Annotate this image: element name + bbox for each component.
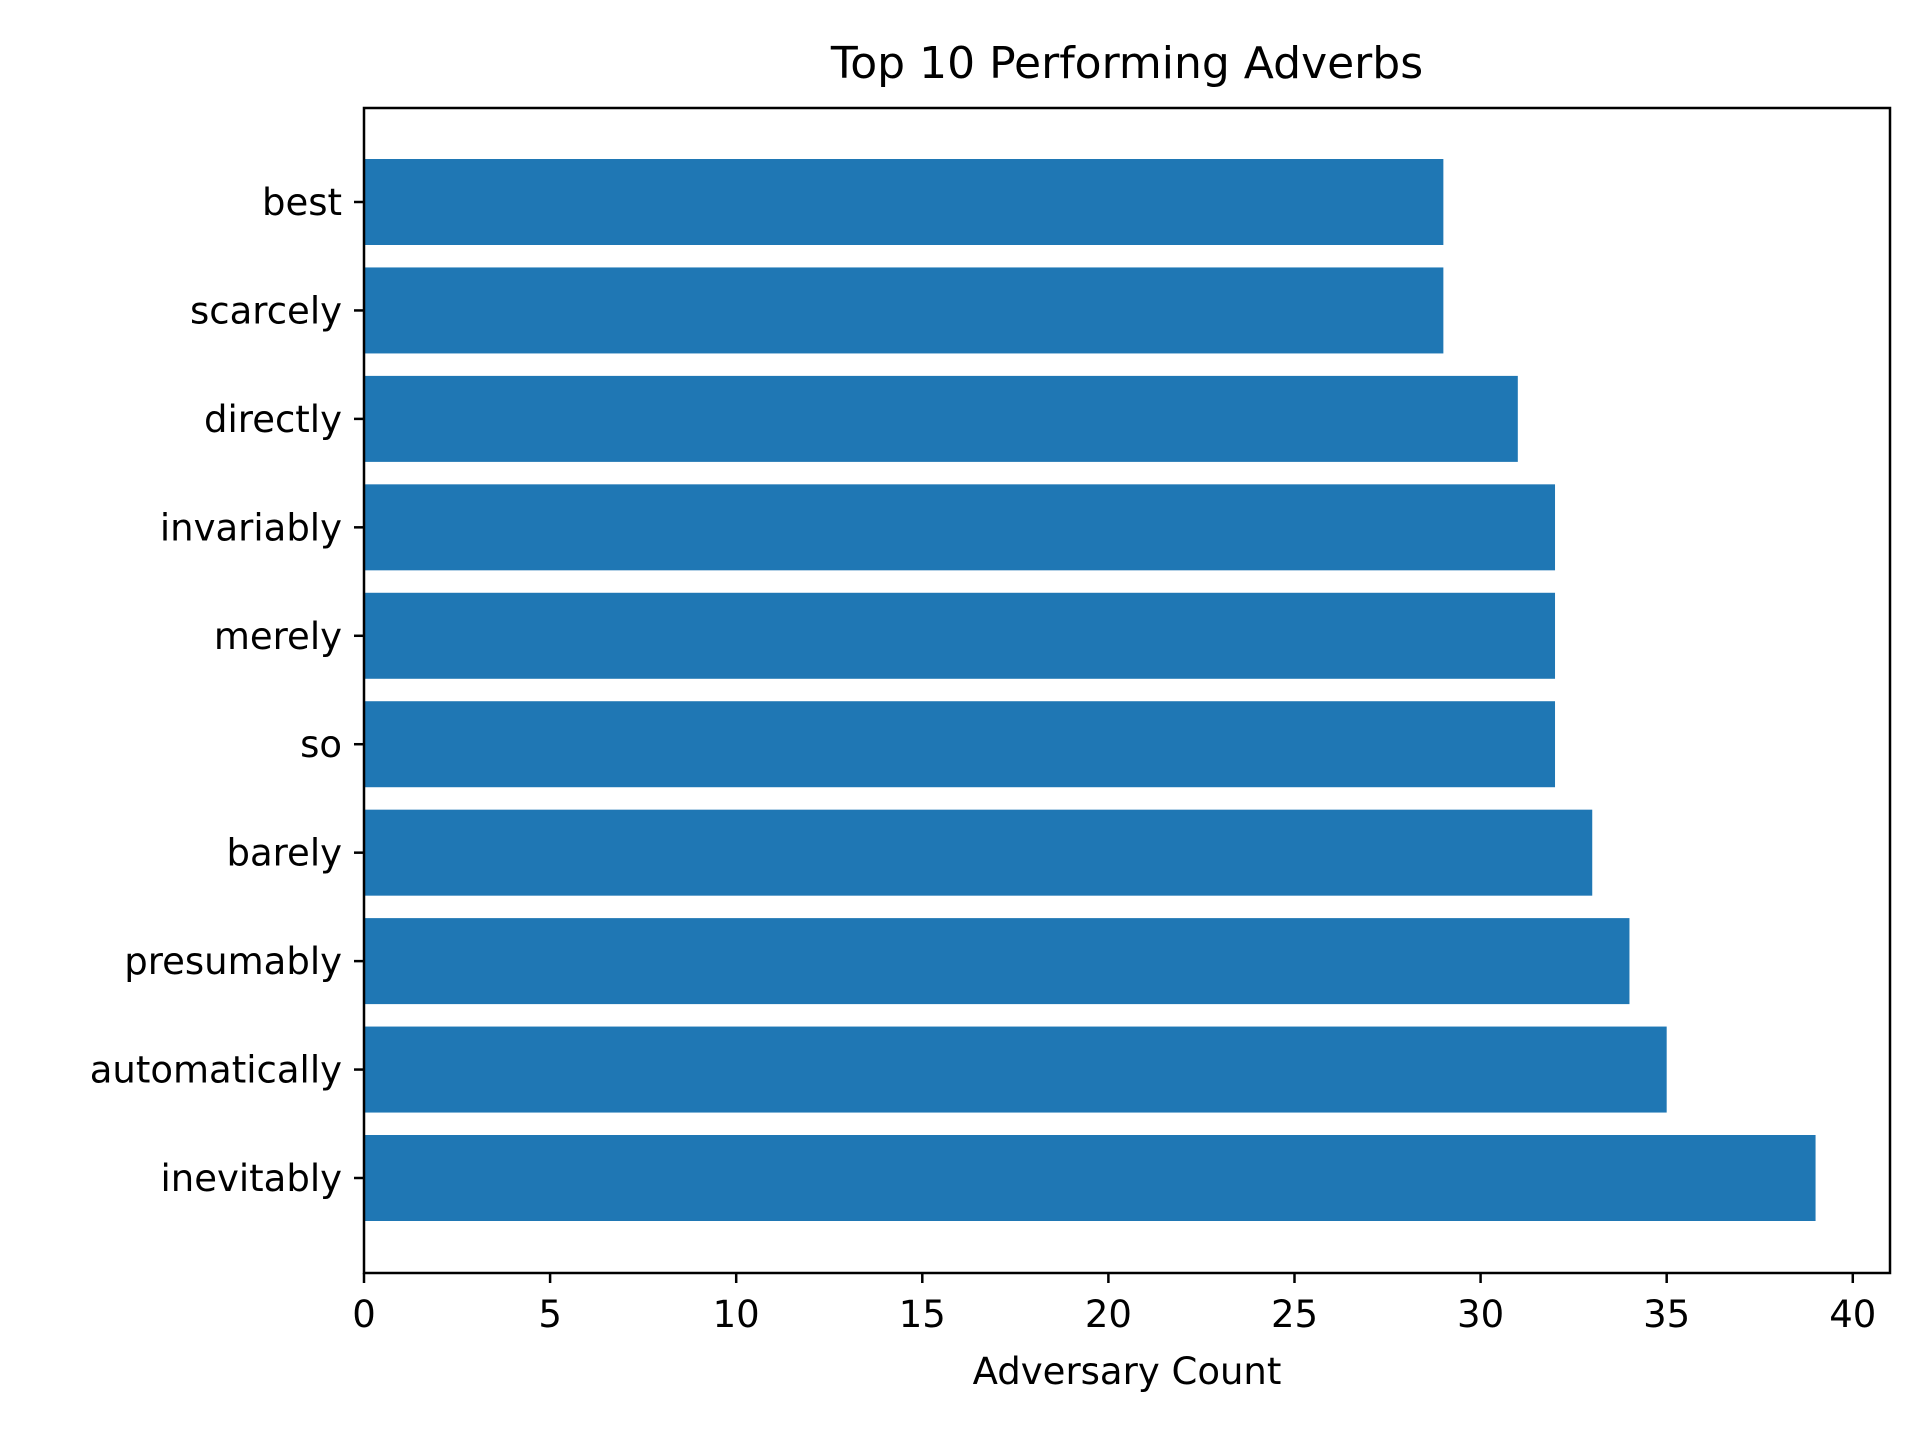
y-tick-label: merely	[214, 615, 342, 658]
y-tick-label: best	[262, 181, 342, 224]
y-axis: inevitably automatically presumably barely s…	[90, 181, 364, 1200]
x-axis: 0 5 10 15 20 25 30 35 40	[352, 1273, 1876, 1336]
y-tick-label: so	[300, 723, 342, 766]
plot-frame	[362, 106, 1892, 1275]
bar-best	[364, 159, 1444, 245]
y-tick-label: scarcely	[190, 289, 342, 332]
bar-inevitably	[364, 1135, 1816, 1221]
bar-scarcely	[364, 267, 1444, 354]
bars-layer	[364, 159, 1816, 1221]
x-tick-label: 10	[713, 1293, 760, 1336]
x-tick-label: 40	[1829, 1293, 1876, 1336]
chart-title: Top 10 Performing Adverbs	[830, 38, 1423, 89]
x-axis-label: Adversary Count	[973, 1350, 1282, 1393]
bar-merely	[364, 592, 1556, 679]
y-tick-label: directly	[204, 398, 342, 441]
bar-invariably	[364, 484, 1556, 571]
x-tick-label: 35	[1643, 1293, 1690, 1336]
x-tick-label: 25	[1271, 1293, 1318, 1336]
y-tick-label: invariably	[160, 506, 342, 549]
y-tick-label: barely	[227, 832, 343, 875]
x-tick-label: 5	[538, 1293, 562, 1336]
bar-automatically	[364, 1026, 1667, 1113]
bar-directly	[364, 375, 1518, 462]
x-tick-label: 20	[1085, 1293, 1132, 1336]
x-tick-label: 30	[1457, 1293, 1504, 1336]
bar-presumably	[364, 918, 1630, 1005]
x-tick-label: 15	[899, 1293, 946, 1336]
bar-barely	[364, 809, 1593, 896]
y-tick-label: presumably	[124, 940, 342, 983]
x-tick-label: 0	[352, 1293, 376, 1336]
bar-so	[364, 701, 1556, 788]
y-tick-label: inevitably	[160, 1157, 342, 1200]
y-tick-label: automatically	[90, 1049, 342, 1092]
